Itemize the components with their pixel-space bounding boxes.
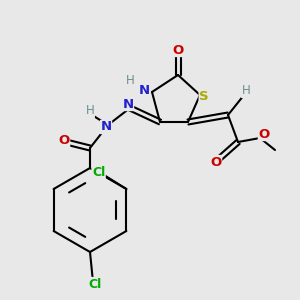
Text: O: O <box>172 44 184 56</box>
Text: H: H <box>85 104 94 118</box>
Text: Cl: Cl <box>92 166 105 179</box>
Text: O: O <box>258 128 270 140</box>
Text: Cl: Cl <box>88 278 101 290</box>
Text: N: N <box>138 83 150 97</box>
Text: N: N <box>100 121 112 134</box>
Text: H: H <box>126 74 134 86</box>
Text: O: O <box>210 155 222 169</box>
Text: S: S <box>199 91 209 103</box>
Text: H: H <box>242 85 250 98</box>
Text: N: N <box>122 98 134 110</box>
Text: O: O <box>58 134 70 146</box>
